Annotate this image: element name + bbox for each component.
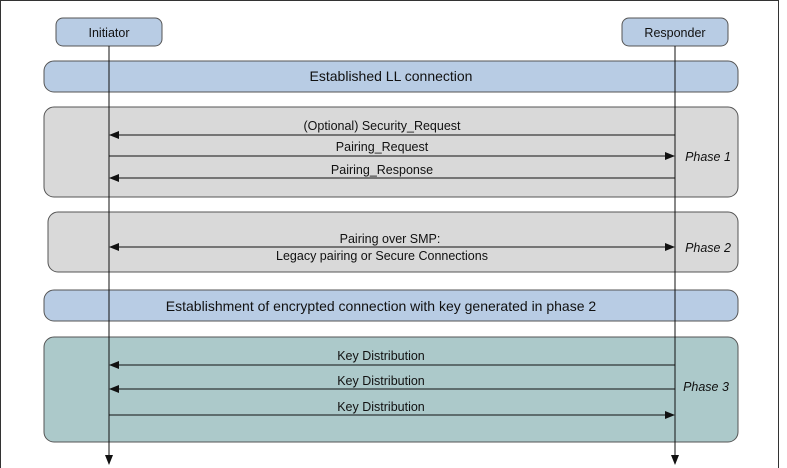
encrypted-connection-bar xyxy=(43,289,739,322)
initiator-label: Initiator xyxy=(89,26,130,40)
ll-connection-bar xyxy=(43,60,739,93)
message-label: Pairing_Response xyxy=(331,163,433,177)
phase2-line1: Pairing over SMP: xyxy=(340,232,441,246)
message-label: Key Distribution xyxy=(337,400,425,414)
ll-connection-label: Established LL connection xyxy=(310,68,473,84)
phase2-line2: Legacy pairing or Secure Connections xyxy=(276,249,488,263)
phase1-label: Phase 1 xyxy=(685,150,731,164)
responder-label: Responder xyxy=(644,26,705,40)
phase1-box xyxy=(43,106,739,198)
message-label: Key Distribution xyxy=(337,374,425,388)
phase3-label: Phase 3 xyxy=(683,380,729,394)
phase2-label: Phase 2 xyxy=(685,241,731,255)
message-label: Pairing_Request xyxy=(336,140,429,154)
encrypted-connection-label: Establishment of encrypted connection wi… xyxy=(166,298,597,314)
message-label: Key Distribution xyxy=(337,349,425,363)
phase2-box xyxy=(47,211,739,273)
message-label: (Optional) Security_Request xyxy=(303,119,461,133)
